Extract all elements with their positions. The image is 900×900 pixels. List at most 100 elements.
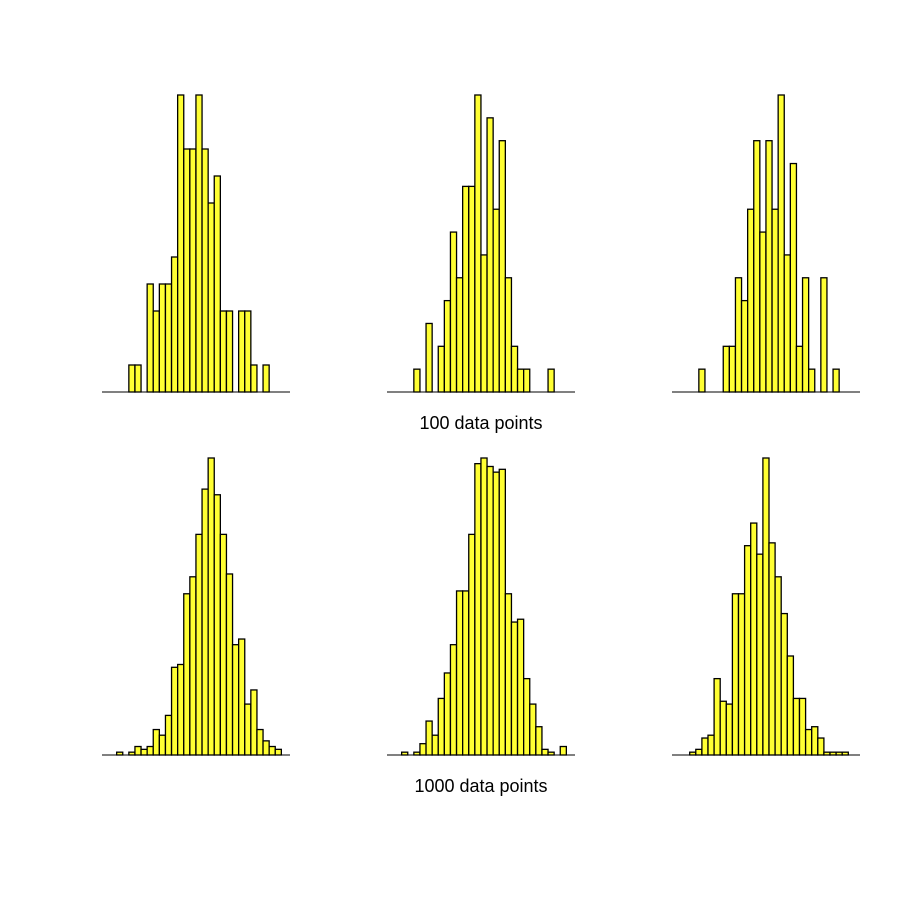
bar	[455, 590, 464, 756]
bar	[832, 368, 840, 393]
bar	[164, 714, 173, 756]
bar	[707, 734, 715, 756]
bar	[829, 751, 837, 756]
bar	[823, 751, 831, 756]
bar	[183, 593, 191, 756]
bar	[734, 277, 743, 393]
bar	[146, 283, 154, 393]
bar	[158, 734, 167, 756]
bar	[743, 545, 752, 756]
bar	[219, 533, 228, 756]
bar	[237, 310, 246, 393]
bar	[774, 576, 782, 756]
bar	[250, 689, 258, 756]
bar	[201, 148, 209, 393]
bar	[547, 368, 555, 393]
bar	[559, 745, 567, 756]
bar	[170, 256, 179, 393]
bar	[468, 533, 476, 756]
bar	[516, 618, 525, 756]
bar	[808, 368, 816, 393]
bar	[170, 666, 179, 756]
bar	[731, 593, 740, 756]
bar	[504, 277, 513, 393]
bar	[753, 140, 761, 393]
bar	[183, 148, 191, 393]
bar	[176, 663, 185, 756]
x-label: 1000 data points	[414, 776, 547, 796]
bar	[529, 703, 537, 756]
bar	[262, 364, 270, 393]
bar	[225, 573, 234, 756]
bar	[492, 471, 500, 756]
bar	[783, 254, 791, 393]
bar	[443, 299, 452, 393]
bar	[237, 638, 246, 756]
bar	[768, 542, 776, 756]
bar	[801, 277, 810, 393]
bar	[516, 368, 525, 393]
bar	[413, 368, 421, 393]
bar	[725, 703, 734, 756]
bar	[698, 368, 706, 393]
bar	[219, 310, 228, 393]
bar	[425, 720, 433, 756]
bar	[134, 364, 142, 393]
bar	[535, 726, 543, 756]
bar	[431, 734, 439, 756]
bar	[455, 277, 464, 393]
bar	[510, 345, 519, 393]
bar	[835, 751, 843, 756]
bar	[486, 465, 494, 756]
bar	[789, 162, 798, 393]
bar	[250, 364, 258, 393]
bar	[523, 677, 531, 756]
bar	[461, 590, 470, 756]
bar	[474, 94, 482, 393]
bar	[737, 593, 746, 756]
bar	[437, 697, 445, 756]
bar	[498, 468, 506, 756]
bar	[695, 748, 703, 756]
bar	[213, 175, 221, 393]
bar	[413, 751, 421, 756]
bar	[268, 745, 276, 756]
bar	[765, 140, 773, 393]
bar	[777, 94, 785, 393]
bar	[244, 703, 252, 756]
bar	[722, 345, 730, 393]
bar	[400, 751, 409, 756]
bar	[116, 751, 124, 756]
bar	[523, 368, 531, 393]
bar	[158, 283, 167, 393]
bar	[225, 310, 234, 393]
bar	[419, 743, 427, 756]
bar	[689, 751, 697, 756]
bar	[461, 185, 470, 393]
bar	[195, 533, 203, 756]
bar	[468, 185, 476, 393]
bar	[207, 457, 215, 756]
bar	[486, 117, 494, 393]
bar	[786, 655, 795, 756]
bar	[798, 697, 807, 756]
bar	[541, 748, 549, 756]
bar	[201, 488, 209, 756]
bar	[504, 593, 513, 756]
bar	[771, 208, 779, 393]
bar	[128, 751, 136, 756]
bar	[449, 231, 458, 393]
bar	[437, 345, 445, 393]
bar	[740, 299, 749, 393]
bar	[195, 94, 203, 393]
bar	[510, 621, 519, 756]
bar	[795, 345, 804, 393]
bar	[756, 553, 764, 756]
bar	[152, 310, 160, 393]
bar	[164, 283, 173, 393]
bar	[128, 364, 136, 393]
bar	[841, 751, 849, 756]
bar	[492, 208, 500, 393]
bar	[256, 728, 264, 756]
